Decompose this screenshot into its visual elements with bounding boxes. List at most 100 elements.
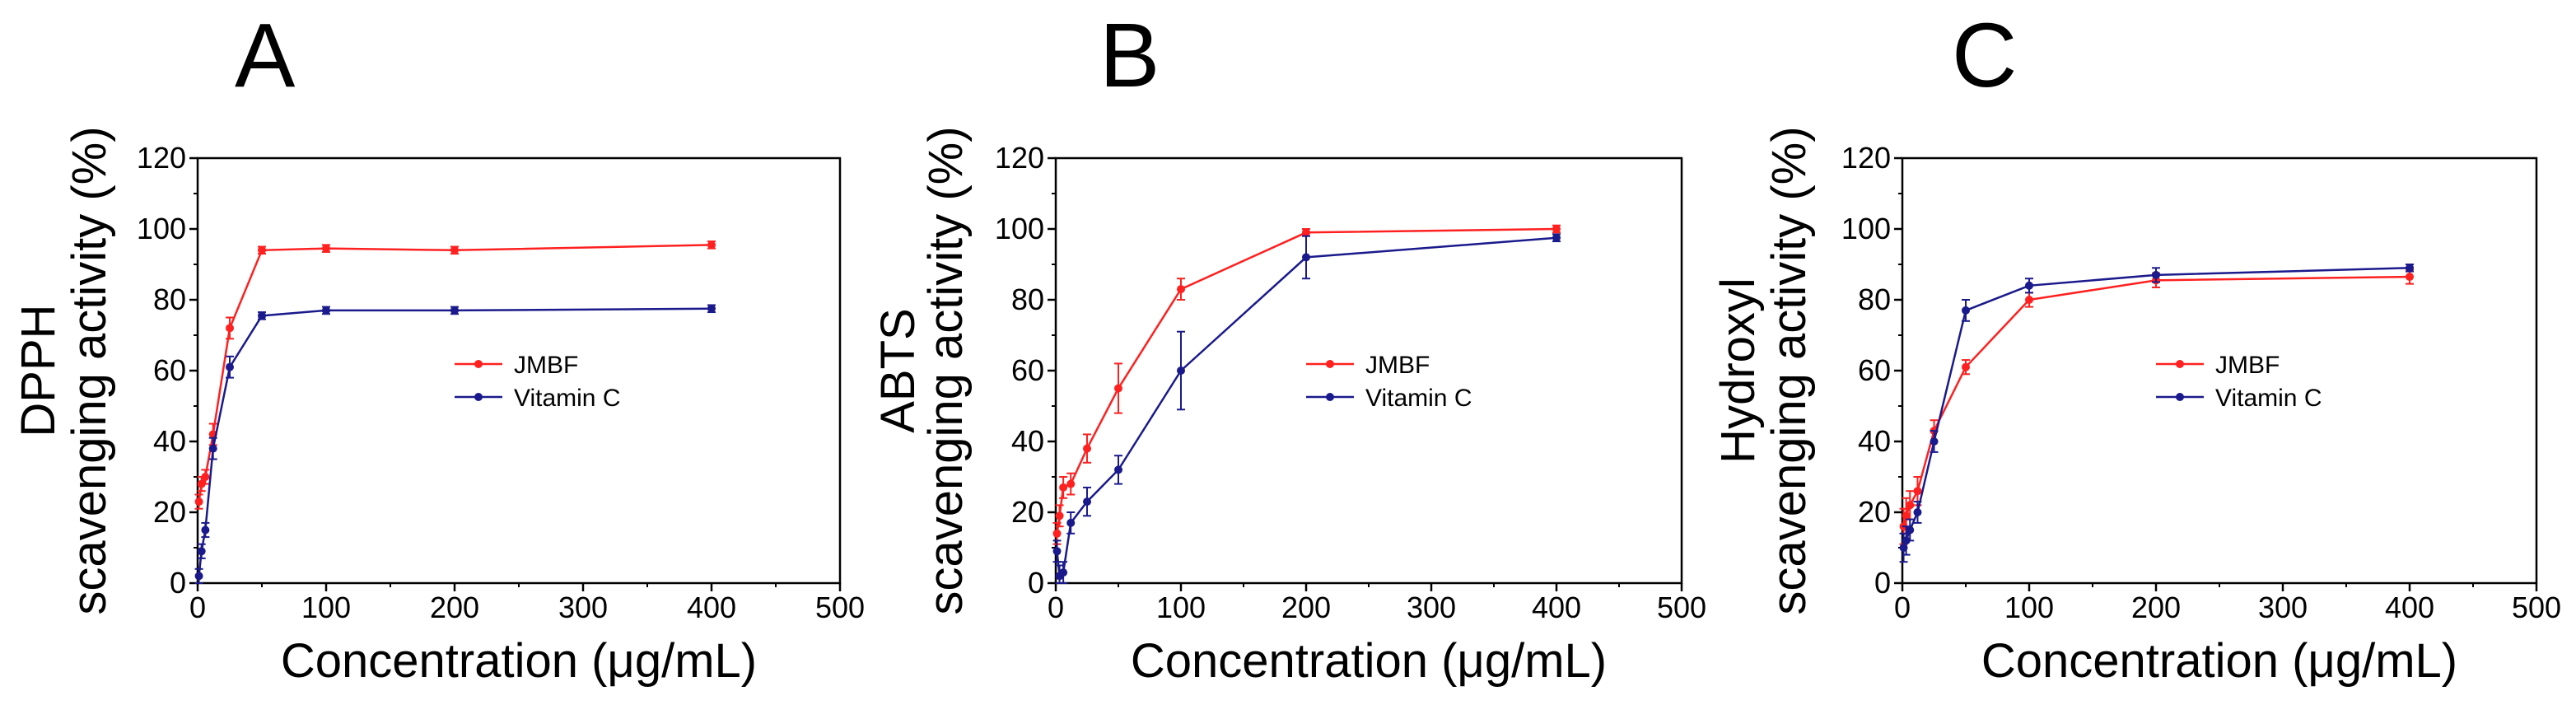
legend-label: Vitamin C [2215, 385, 2322, 412]
legend-swatch-marker [2176, 360, 2184, 368]
data-point [1906, 501, 1915, 510]
x-tick-label: 200 [2131, 591, 2181, 624]
y-tick-label: 120 [137, 141, 186, 175]
data-point [194, 497, 203, 507]
data-point [201, 525, 210, 535]
panel-letter: B [1099, 5, 1160, 106]
x-axis-title: Concentration (μg/mL) [281, 634, 757, 688]
x-tick-label: 500 [2512, 591, 2561, 624]
x-tick-label: 400 [1532, 591, 1581, 624]
data-point [258, 245, 266, 254]
panel-letter: C [1952, 5, 2017, 106]
data-point [1177, 285, 1185, 294]
y-tick-label: 0 [1028, 566, 1044, 600]
y-tick-label: 80 [1858, 282, 1891, 316]
data-point [2406, 273, 2414, 282]
y-axis-title-line: Hydroxyl [1711, 278, 1765, 464]
series-vitamin-c [1899, 264, 2414, 563]
data-point [707, 304, 716, 313]
y-tick-label: 80 [153, 282, 186, 316]
legend-swatch-marker [1326, 360, 1334, 368]
data-point [1066, 518, 1076, 527]
x-axis-title: Concentration (μg/mL) [1981, 634, 2457, 688]
series-line [1056, 236, 1557, 579]
x-tick-label: 0 [1048, 591, 1064, 624]
data-point [2025, 296, 2033, 304]
y-tick-label: 120 [1841, 141, 1891, 175]
y-tick-label: 20 [153, 495, 186, 529]
series-jmbf [1899, 268, 2414, 545]
data-point [208, 444, 217, 453]
x-tick-label: 100 [1156, 591, 1206, 624]
panel-a: A 0 100 200 300 400 500 0 20 40 60 80 100 120 Concentr… [12, 5, 865, 688]
series-line [1902, 275, 2410, 527]
series-jmbf [1052, 224, 1561, 545]
x-tick-label: 400 [687, 591, 736, 624]
y-tick-label: 120 [995, 141, 1044, 175]
legend-swatch-marker [474, 360, 483, 368]
data-point [194, 572, 203, 581]
data-point [1059, 483, 1068, 492]
data-point [1302, 253, 1310, 262]
x-tick-label: 400 [2385, 591, 2434, 624]
panel-letter: A [235, 5, 296, 106]
y-tick-label: 100 [995, 212, 1044, 245]
x-tick-label: 0 [189, 591, 206, 624]
x-tick-label: 500 [815, 591, 865, 624]
data-point [322, 306, 330, 315]
data-point [1083, 444, 1091, 453]
data-point [201, 473, 210, 481]
legend-swatch-marker [474, 393, 483, 401]
y-axis-title-line: ABTS [871, 308, 925, 433]
legend-label: JMBF [1365, 352, 1430, 379]
data-point [258, 311, 266, 320]
data-point [1552, 233, 1561, 242]
series-jmbf [194, 240, 716, 510]
data-point [1902, 511, 1911, 521]
x-tick-label: 300 [1407, 591, 1456, 624]
data-point [1066, 479, 1076, 488]
series-line [198, 244, 712, 502]
data-point [1302, 228, 1310, 237]
data-point [1052, 547, 1062, 556]
y-tick-label: 40 [1858, 424, 1891, 458]
data-point [1055, 511, 1064, 521]
x-tick-label: 300 [558, 591, 608, 624]
y-tick-label: 40 [1011, 424, 1044, 458]
y-tick-label: 100 [137, 212, 186, 245]
data-point [1114, 384, 1122, 393]
legend-swatch-marker [2176, 393, 2184, 401]
data-point [1962, 362, 1970, 371]
data-point [322, 244, 330, 253]
y-tick-label: 60 [1011, 353, 1044, 387]
data-point [450, 306, 459, 315]
x-tick-label: 300 [2258, 591, 2308, 624]
data-point [226, 324, 234, 333]
y-tick-label: 20 [1011, 495, 1044, 529]
data-point [2406, 264, 2414, 273]
data-point [2152, 270, 2160, 279]
data-point [197, 547, 206, 556]
y-axis-title-line: DPPH [12, 304, 65, 437]
y-tick-label: 40 [153, 424, 186, 458]
y-axis-title-line: scavenging activity (%) [1762, 126, 1816, 614]
y-tick-label: 0 [170, 566, 186, 600]
data-point [1906, 525, 1915, 535]
y-axis-title-line: scavenging activity (%) [63, 126, 116, 614]
x-tick-label: 0 [1894, 591, 1911, 624]
series-vitamin-c [1052, 233, 1561, 584]
data-point [226, 362, 234, 371]
panel-b: B 0 100 200 300 400 500 0 20 40 60 80 100 120 Concentr… [871, 5, 1706, 688]
y-tick-label: 80 [1011, 282, 1044, 316]
data-point [1962, 306, 1970, 315]
x-tick-label: 100 [2004, 591, 2054, 624]
legend-label: Vitamin C [514, 385, 621, 412]
data-point [1177, 367, 1185, 375]
series-line [198, 307, 712, 577]
data-point [450, 245, 459, 254]
data-point [1083, 497, 1091, 507]
data-point [1052, 529, 1062, 538]
series-line [1902, 267, 2410, 549]
x-tick-label: 200 [1281, 591, 1331, 624]
